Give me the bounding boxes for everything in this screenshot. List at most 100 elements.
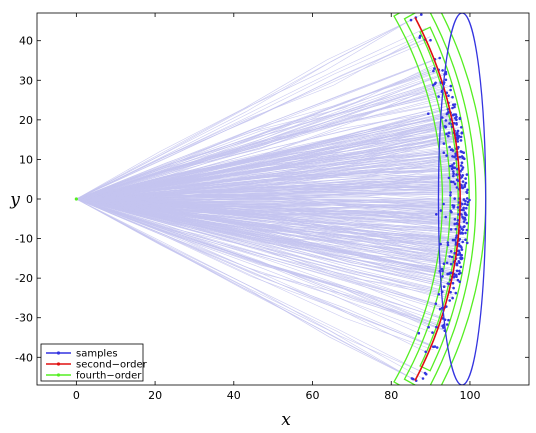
sample-point	[456, 249, 460, 253]
trajectory-line	[76, 198, 426, 374]
sample-point	[439, 242, 442, 246]
trajectory-line	[76, 21, 408, 200]
sample-point	[424, 350, 428, 354]
x-tick-label: 40	[227, 389, 241, 402]
sample-point	[453, 197, 457, 200]
sample-point	[458, 280, 462, 284]
sample-point	[432, 345, 435, 349]
x-axis-label: x	[281, 410, 291, 430]
sample-point	[447, 94, 450, 97]
sample-point	[409, 18, 413, 22]
sample-point	[455, 273, 458, 277]
sample-point	[410, 377, 414, 380]
sample-point	[451, 204, 455, 207]
sample-point	[454, 236, 458, 239]
trajectory-line	[76, 198, 461, 239]
trajectory-line	[76, 39, 431, 200]
sample-point	[441, 116, 444, 119]
sample-point	[449, 191, 452, 194]
sample-point	[460, 246, 463, 249]
trajectory-line	[76, 131, 457, 200]
trajectory-line	[76, 198, 455, 239]
sample-point	[458, 117, 462, 121]
trajectory-line	[76, 65, 438, 200]
second-order-curve	[414, 17, 461, 381]
sample-point	[462, 208, 465, 212]
sample-point	[460, 168, 464, 171]
sample-point	[459, 139, 463, 142]
sample-point	[451, 238, 455, 242]
sample-point	[457, 272, 461, 276]
sample-point	[466, 241, 469, 245]
sample-point	[438, 56, 442, 60]
trajectory-line	[76, 198, 445, 309]
sample-point	[452, 275, 456, 278]
sample-point	[466, 203, 469, 207]
sample-point	[450, 255, 454, 259]
sample-point	[463, 157, 466, 161]
sample-point	[449, 271, 452, 275]
sample-point	[464, 177, 467, 180]
trajectory-line	[76, 133, 447, 200]
sample-point	[442, 262, 446, 266]
trajectory-line	[76, 88, 443, 200]
sample-point	[452, 162, 456, 165]
trajectory-line	[76, 198, 442, 269]
sample-point	[461, 202, 464, 206]
sample-point	[461, 240, 465, 244]
y-axis-label: y	[9, 190, 20, 210]
sample-point	[437, 293, 441, 296]
legend-item-fourth-order-label: fourth−order	[76, 371, 142, 382]
sample-point	[459, 256, 462, 259]
sample-point	[453, 166, 457, 169]
sample-point	[451, 281, 455, 285]
trajectory-line	[76, 198, 458, 224]
sample-point	[459, 253, 462, 257]
sample-point	[432, 83, 435, 87]
trajectory-line	[76, 198, 439, 284]
trajectory-line	[76, 69, 446, 200]
trajectory-line	[76, 19, 412, 200]
sample-point	[444, 119, 448, 122]
sample-point	[423, 371, 427, 375]
sample-point	[444, 215, 448, 219]
sample-point	[417, 331, 421, 335]
sample-point	[449, 84, 453, 88]
trajectory-line	[76, 196, 459, 202]
trajectory-line	[76, 57, 441, 200]
sample-point	[435, 325, 438, 329]
sample-point	[442, 142, 446, 145]
sample-point	[456, 206, 460, 209]
sample-point	[445, 323, 449, 326]
sample-point	[456, 129, 460, 133]
sample-point	[454, 291, 458, 295]
trajectory-line	[76, 198, 444, 275]
y-tick-label: 0	[26, 193, 33, 206]
trajectory-line	[76, 181, 461, 200]
sample-point	[435, 213, 438, 216]
sample-point	[449, 194, 452, 197]
sample-point	[463, 225, 466, 228]
sample-point	[458, 261, 461, 265]
sample-point	[427, 112, 430, 115]
trajectory-line	[76, 198, 441, 327]
sample-point	[440, 267, 444, 271]
trajectory-line	[76, 198, 458, 254]
sample-point	[453, 222, 457, 226]
trajectory-line	[76, 184, 465, 200]
sample-point	[448, 164, 452, 168]
trajectory-line	[76, 198, 444, 330]
fourth-order-contour	[393, 13, 487, 385]
sample-point	[447, 176, 451, 180]
trajectory-line	[76, 198, 454, 297]
sample-point	[456, 167, 459, 171]
sample-point	[448, 299, 452, 302]
sample-point	[460, 164, 463, 167]
sample-point	[449, 250, 453, 253]
sample-point	[464, 231, 467, 235]
trajectory-line	[76, 101, 453, 200]
sample-point	[450, 167, 454, 171]
sample-point	[442, 151, 446, 154]
sample-point	[420, 13, 423, 16]
sample-point	[452, 103, 455, 106]
